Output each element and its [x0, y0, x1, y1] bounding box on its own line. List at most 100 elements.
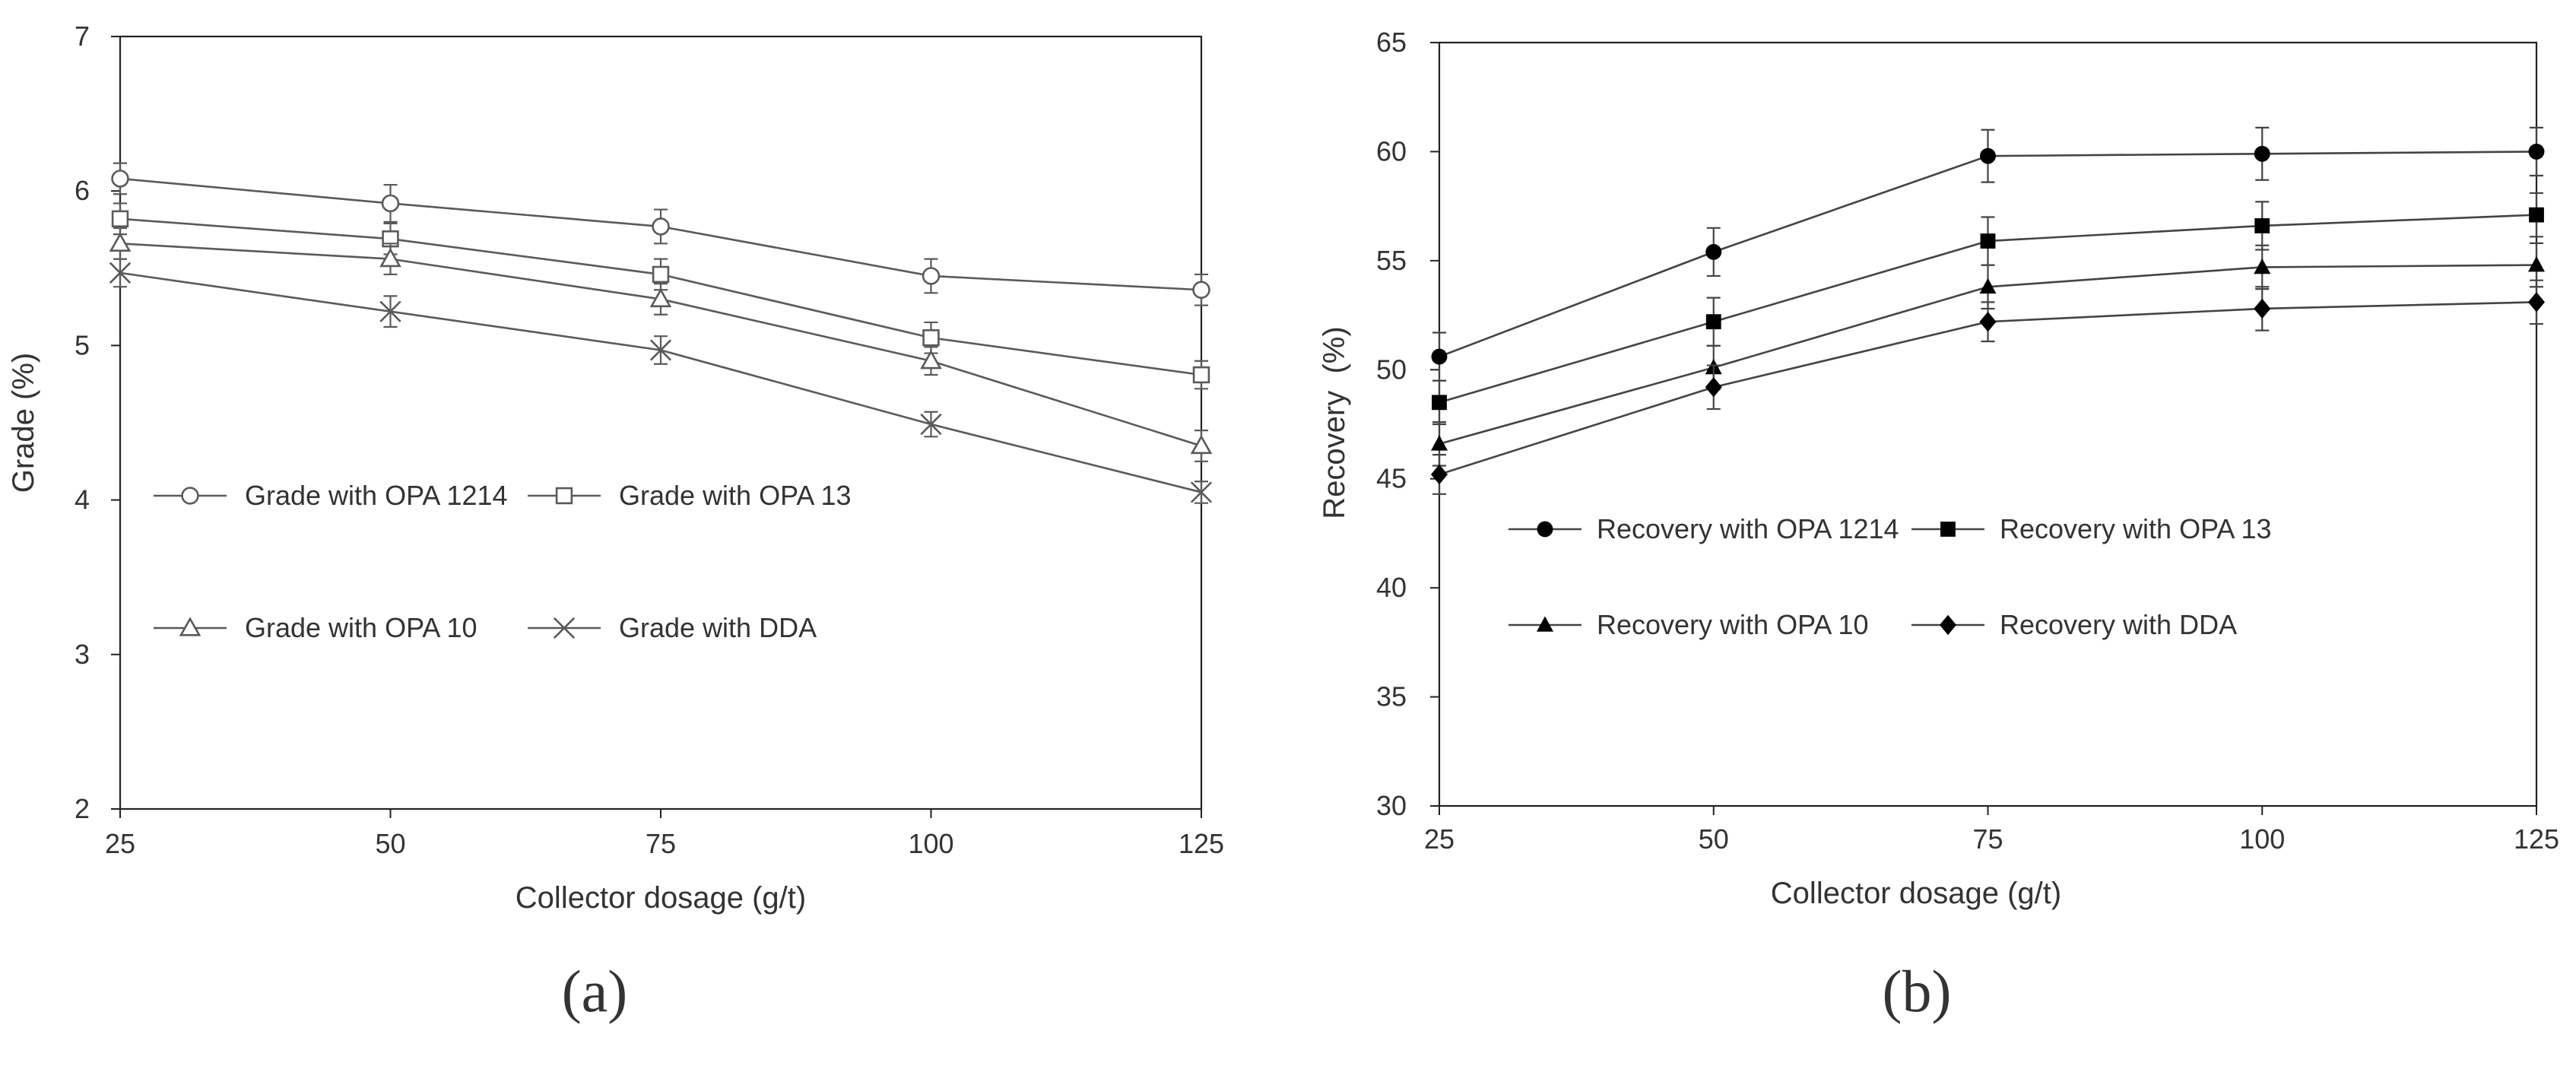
y-tick-label-b: 35	[1376, 681, 1407, 712]
data-point	[920, 349, 942, 370]
y-tick-label-a: 5	[75, 329, 90, 360]
data-point	[381, 194, 400, 213]
data-point	[2254, 298, 2271, 319]
data-point	[1705, 377, 1722, 398]
data-point	[109, 232, 132, 252]
data-point	[922, 329, 940, 347]
legend-label: Recovery with DDA	[2000, 609, 2237, 640]
panel-caption-b: (b)	[1883, 958, 1952, 1024]
data-point	[1705, 243, 1722, 260]
series-b-3	[1431, 242, 2545, 467]
plot-frame-a	[119, 35, 1203, 810]
legend-a: Grade with OPA 1214 Grade with OPA 13 Grad…	[154, 480, 852, 643]
data-point	[2529, 207, 2544, 223]
data-point	[649, 339, 672, 361]
data-point	[111, 170, 129, 188]
data-point	[1192, 281, 1210, 299]
data-point	[2254, 258, 2271, 274]
x-axis-title-b: Collector dosage (g/t)	[1771, 877, 2061, 910]
legend-marker	[181, 487, 199, 505]
x-tick-label-a: 100	[908, 828, 953, 859]
x-tick-label-a: 25	[105, 828, 135, 859]
legend-item: Recovery with OPA 13	[1911, 513, 2272, 544]
y-tick-label-a: 3	[75, 639, 90, 670]
y-axis-title-b: Recovery (%)	[1318, 326, 1351, 519]
y-tick-label-b: 45	[1376, 463, 1407, 494]
data-point	[379, 247, 401, 268]
legend-item: Recovery with OPA 10	[1508, 609, 1869, 640]
y-tick-label-a: 6	[75, 175, 90, 206]
legend-marker	[1537, 521, 1553, 538]
data-point	[379, 300, 401, 322]
legend-marker	[1940, 614, 1956, 636]
data-point	[1979, 311, 1997, 332]
data-point	[1192, 366, 1210, 384]
x-tick-label-a: 125	[1179, 828, 1224, 859]
data-point	[652, 265, 670, 284]
data-point	[2254, 218, 2270, 233]
legend-label: Recovery with OPA 10	[1597, 609, 1869, 640]
y-tick-label-a: 7	[75, 21, 90, 52]
legend-item: Recovery with DDA	[1911, 609, 2237, 640]
legend-label: Grade with OPA 13	[619, 480, 852, 511]
data-point	[920, 413, 942, 436]
series-b-4	[1431, 279, 2545, 495]
series-a-1	[111, 162, 1210, 306]
legend-marker	[1940, 522, 1956, 537]
data-point	[2528, 292, 2545, 312]
data-point	[652, 217, 670, 236]
data-point	[1431, 435, 1448, 451]
data-point	[2254, 145, 2270, 162]
data-point	[1190, 481, 1213, 503]
y-tick-label-b: 30	[1376, 790, 1407, 821]
data-point	[109, 262, 132, 284]
legend-label: Grade with DDA	[619, 612, 817, 643]
data-point	[1432, 395, 1447, 411]
data-point	[649, 287, 672, 308]
data-point	[1705, 314, 1721, 330]
x-tick-label-b: 125	[2514, 823, 2559, 855]
series-a-4	[109, 258, 1213, 504]
legend-item: Grade with OPA 10	[154, 612, 477, 643]
data-point	[1980, 233, 1996, 249]
y-tick-label-b: 50	[1376, 354, 1407, 385]
data-point	[1979, 278, 1997, 294]
legend-label: Grade with OPA 1214	[245, 480, 508, 511]
legend-b: Recovery with OPA 1214 Recovery with OPA …	[1508, 513, 2272, 640]
panel-caption-a: (a)	[562, 958, 628, 1024]
y-tick-label-b: 55	[1376, 245, 1407, 276]
x-tick-label-b: 75	[1972, 823, 2003, 855]
y-tick-label-b: 65	[1376, 27, 1407, 58]
y-tick-label-b: 60	[1376, 135, 1407, 167]
data-point	[111, 210, 129, 227]
legend-label: Recovery with OPA 13	[2000, 513, 2272, 544]
legend-label: Recovery with OPA 1214	[1597, 513, 1899, 544]
data-point	[1190, 434, 1213, 455]
x-tick-label-b: 50	[1699, 823, 1729, 855]
x-tick-label-b: 25	[1424, 823, 1455, 855]
panel-b-recovery-chart: 30 35 40 45 50 55 60 65 25 50 75 100 125 Collector do…	[1318, 27, 2559, 1024]
legend-item: Grade with OPA 1214	[154, 480, 508, 511]
y-tick-label-b: 40	[1376, 572, 1407, 603]
data-point	[1980, 148, 1996, 164]
series-a-3	[109, 227, 1213, 462]
data-point	[1431, 464, 1448, 485]
x-tick-label-a: 50	[375, 828, 405, 859]
y-tick-label-a: 2	[75, 793, 90, 824]
data-point	[922, 267, 941, 285]
legend-marker	[555, 487, 573, 505]
x-axis-title-a: Collector dosage (g/t)	[516, 881, 806, 915]
legend-marker	[1537, 616, 1553, 632]
data-point	[2528, 256, 2545, 272]
legend-marker	[553, 617, 576, 639]
data-point	[2528, 143, 2545, 160]
series-b-2	[1432, 192, 2544, 426]
panel-a-grade-chart: 2 3 4 5 6 7 25 50 75 100 125 Collector dosage (g/t)…	[7, 21, 1224, 1024]
legend-item: Recovery with OPA 1214	[1508, 513, 1899, 544]
x-tick-label-b: 100	[2239, 823, 2285, 855]
y-tick-label-a: 4	[75, 484, 90, 515]
y-axis-title-a: Grade (%)	[7, 353, 40, 493]
legend-marker	[179, 617, 201, 636]
legend-label: Grade with OPA 10	[245, 612, 477, 643]
